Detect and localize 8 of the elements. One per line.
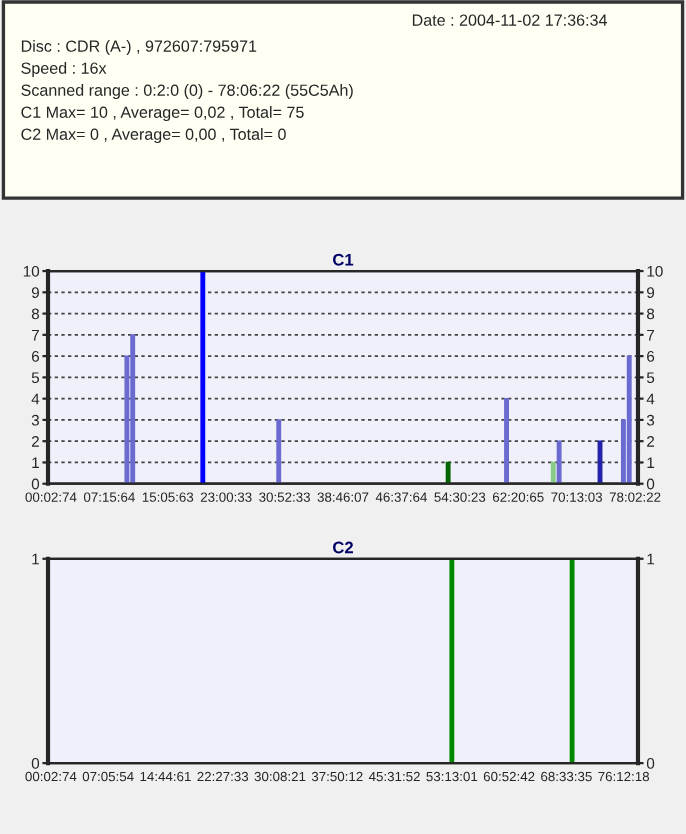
text: Disc : CDR (A-) , 972607:795971 xyxy=(21,40,257,56)
chart-title: C2 xyxy=(333,541,353,554)
text: Speed : 16x xyxy=(21,62,107,78)
chart-title: C1 xyxy=(333,253,354,266)
text: C2 Max= 0 , Average= 0,00 , Total= 0 xyxy=(21,128,286,144)
text: C1 Max= 10 , Average= 0,02 , Total= 75 xyxy=(21,106,304,122)
text: Scanned range : 0:2:0 (0) - 78:06:22 (55C5Ah) xyxy=(21,84,353,100)
text: Date : 2004-11-02 17:36:34 xyxy=(412,14,607,26)
